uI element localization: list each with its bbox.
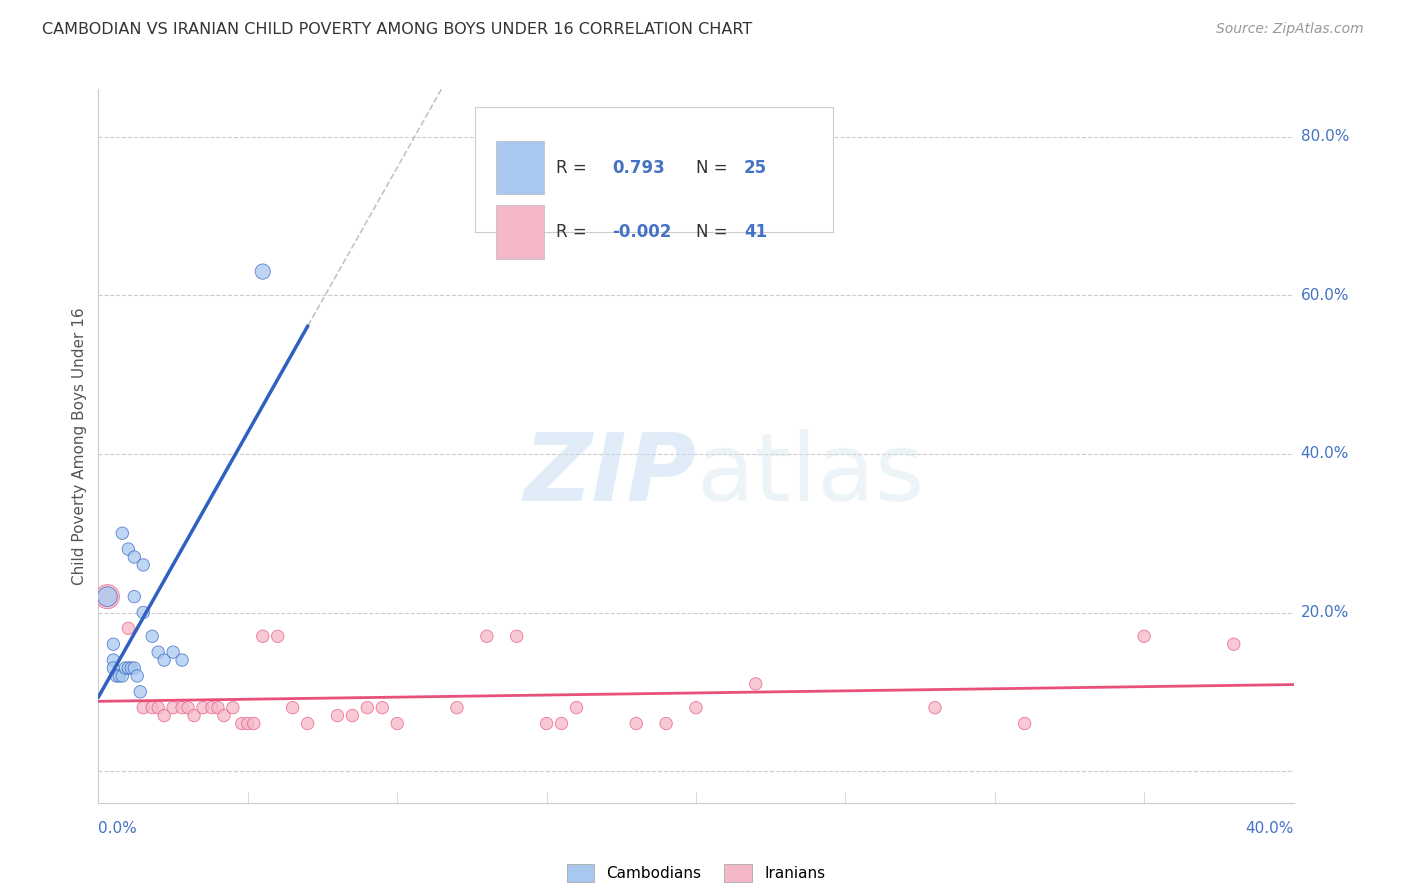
Point	[103, 653, 125, 667]
Point	[536, 716, 558, 731]
FancyBboxPatch shape	[496, 141, 544, 194]
Point	[222, 700, 245, 714]
Point	[267, 629, 290, 643]
Point	[111, 526, 134, 541]
Point	[124, 661, 146, 675]
Point	[745, 677, 768, 691]
Point	[162, 700, 184, 714]
Point	[141, 700, 163, 714]
Point	[117, 542, 139, 557]
Point	[565, 700, 588, 714]
Point	[117, 621, 139, 635]
Point	[191, 700, 214, 714]
Text: 0.0%: 0.0%	[98, 821, 138, 836]
Point	[326, 708, 349, 723]
Point	[624, 716, 647, 731]
Point	[356, 700, 378, 714]
Text: Source: ZipAtlas.com: Source: ZipAtlas.com	[1216, 22, 1364, 37]
FancyBboxPatch shape	[496, 205, 544, 259]
Point	[172, 700, 194, 714]
Point	[212, 708, 235, 723]
Text: 40.0%: 40.0%	[1246, 821, 1294, 836]
Point	[105, 669, 128, 683]
Text: -0.002: -0.002	[612, 223, 672, 241]
Point	[385, 716, 409, 731]
Point	[124, 549, 146, 564]
Text: N =: N =	[696, 159, 733, 177]
Point	[177, 700, 200, 714]
Point	[550, 716, 572, 731]
Point	[103, 661, 125, 675]
Point	[243, 716, 266, 731]
Legend: Cambodians, Iranians: Cambodians, Iranians	[561, 858, 831, 888]
Point	[111, 669, 134, 683]
Point	[446, 700, 468, 714]
Text: 60.0%: 60.0%	[1301, 288, 1348, 303]
Text: 80.0%: 80.0%	[1301, 129, 1348, 145]
Point	[1133, 629, 1156, 643]
Point	[108, 669, 131, 683]
Point	[685, 700, 707, 714]
Point	[114, 661, 136, 675]
Point	[141, 629, 163, 643]
Point	[1014, 716, 1036, 731]
Point	[655, 716, 678, 731]
Text: 0.793: 0.793	[612, 159, 665, 177]
Point	[148, 645, 170, 659]
Text: atlas: atlas	[696, 428, 924, 521]
Text: ZIP: ZIP	[523, 428, 696, 521]
Point	[96, 590, 118, 604]
Text: CAMBODIAN VS IRANIAN CHILD POVERTY AMONG BOYS UNDER 16 CORRELATION CHART: CAMBODIAN VS IRANIAN CHILD POVERTY AMONG…	[42, 22, 752, 37]
Text: 25: 25	[744, 159, 766, 177]
Text: 41: 41	[744, 223, 766, 241]
Point	[172, 653, 194, 667]
Point	[924, 700, 946, 714]
Text: R =: R =	[557, 159, 592, 177]
Point	[281, 700, 304, 714]
Point	[252, 264, 274, 278]
Point	[129, 685, 152, 699]
Y-axis label: Child Poverty Among Boys Under 16: Child Poverty Among Boys Under 16	[72, 307, 87, 585]
Point	[127, 669, 149, 683]
Point	[201, 700, 224, 714]
Point	[371, 700, 394, 714]
Point	[148, 700, 170, 714]
Text: N =: N =	[696, 223, 733, 241]
Point	[103, 637, 125, 651]
Point	[183, 708, 205, 723]
Point	[132, 700, 155, 714]
Point	[207, 700, 229, 714]
Text: 20.0%: 20.0%	[1301, 605, 1348, 620]
Point	[153, 653, 176, 667]
Point	[117, 661, 139, 675]
Text: 40.0%: 40.0%	[1301, 446, 1348, 461]
Point	[132, 606, 155, 620]
Point	[297, 716, 319, 731]
Point	[162, 645, 184, 659]
Point	[236, 716, 259, 731]
Point	[120, 661, 142, 675]
Text: R =: R =	[557, 223, 592, 241]
Point	[231, 716, 253, 731]
Point	[475, 629, 498, 643]
Point	[342, 708, 364, 723]
Point	[96, 590, 118, 604]
Point	[153, 708, 176, 723]
FancyBboxPatch shape	[475, 107, 834, 232]
Point	[124, 590, 146, 604]
Point	[506, 629, 529, 643]
Point	[132, 558, 155, 572]
Point	[1223, 637, 1246, 651]
Point	[252, 629, 274, 643]
